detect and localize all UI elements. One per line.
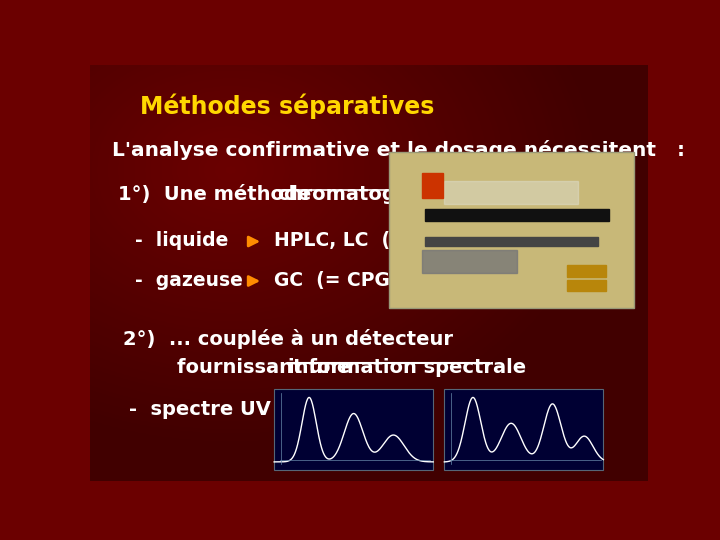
Text: 2°)  ... couplée à un détecteur: 2°) ... couplée à un détecteur <box>124 329 454 349</box>
Bar <box>389 152 634 308</box>
Text: chromatographique...: chromatographique... <box>277 185 516 204</box>
Bar <box>444 389 603 470</box>
Text: information spectrale: information spectrale <box>288 358 526 377</box>
Text: fournissant une: fournissant une <box>124 358 358 377</box>
Text: GC  (= CPG): GC (= CPG) <box>274 271 399 289</box>
Text: -  gazeuse: - gazeuse <box>135 271 243 289</box>
Text: -  liquide: - liquide <box>135 231 228 250</box>
Bar <box>425 209 609 221</box>
Text: L'analyse confirmative et le dosage nécessitent   :: L'analyse confirmative et le dosage néce… <box>112 140 685 160</box>
Bar <box>274 389 433 470</box>
Bar <box>567 280 606 292</box>
Bar <box>422 250 517 273</box>
Bar <box>444 181 578 204</box>
Text: HPLC, LC  (= CLHP): HPLC, LC (= CLHP) <box>274 231 477 250</box>
Text: 1°)  Une méthode: 1°) Une méthode <box>118 185 318 204</box>
Bar <box>567 265 606 277</box>
Text: -  spectre UV: - spectre UV <box>129 400 271 419</box>
Bar <box>425 237 598 246</box>
Bar <box>422 173 444 198</box>
Text: Méthodes séparatives: Méthodes séparatives <box>140 94 435 119</box>
